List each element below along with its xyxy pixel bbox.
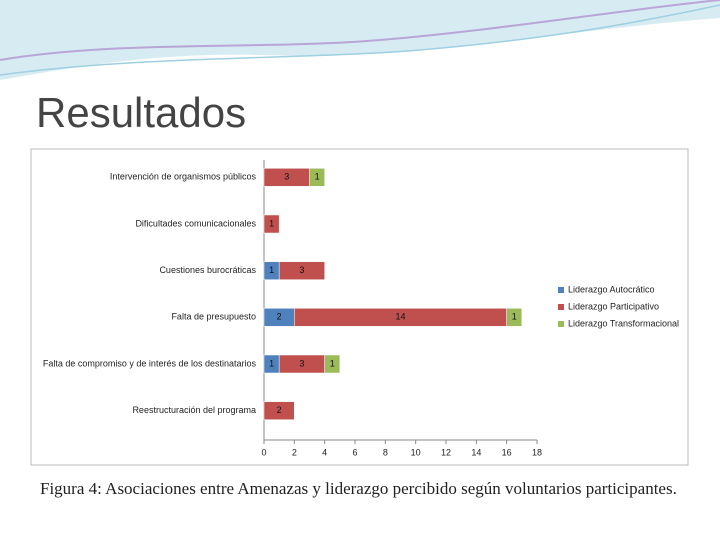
x-tick-label: 18 bbox=[532, 447, 542, 457]
category-label: Dificultades comunicacionales bbox=[135, 218, 256, 228]
data-label: 1 bbox=[269, 218, 274, 228]
bar-segment bbox=[278, 261, 325, 280]
bar-segment bbox=[309, 168, 325, 187]
data-label: 1 bbox=[330, 358, 335, 368]
header-line bbox=[0, 4, 720, 76]
data-label: 2 bbox=[277, 312, 282, 322]
bar-segment bbox=[263, 401, 295, 420]
x-tick-label: 6 bbox=[352, 447, 357, 457]
header-wave bbox=[0, 0, 720, 80]
data-label: 2 bbox=[277, 405, 282, 415]
data-label: 3 bbox=[284, 172, 289, 182]
x-tick-label: 0 bbox=[261, 447, 266, 457]
chart-frame bbox=[30, 148, 689, 466]
legend-label: Liderazgo Autocrático bbox=[568, 284, 655, 294]
x-tick-label: 2 bbox=[292, 447, 297, 457]
category-label: Cuestiones burocráticas bbox=[159, 265, 256, 275]
legend-label: Liderazgo Transformacional bbox=[568, 318, 679, 328]
legend-swatch bbox=[558, 287, 564, 293]
bar-segment bbox=[506, 308, 523, 327]
data-label: 3 bbox=[299, 265, 304, 275]
legend-swatch bbox=[558, 321, 564, 327]
data-label: 1 bbox=[269, 265, 274, 275]
data-label: 1 bbox=[512, 312, 517, 322]
data-label: 1 bbox=[269, 358, 274, 368]
legend-label: Liderazgo Participativo bbox=[568, 301, 659, 311]
x-tick-label: 12 bbox=[441, 447, 451, 457]
data-label: 1 bbox=[315, 172, 320, 182]
x-tick-label: 16 bbox=[502, 447, 512, 457]
caption: Figura 4: Asociaciones entre Amenazas y … bbox=[40, 479, 677, 498]
slide-title: Resultados bbox=[36, 89, 246, 136]
category-label: Reestructuración del programa bbox=[132, 405, 256, 415]
category-label: Falta de presupuesto bbox=[171, 312, 256, 322]
legend-swatch bbox=[558, 304, 564, 310]
header-line bbox=[0, 0, 720, 61]
x-tick-label: 4 bbox=[322, 447, 327, 457]
x-tick-label: 8 bbox=[383, 447, 388, 457]
bar-segment bbox=[263, 214, 280, 234]
x-tick-label: 14 bbox=[471, 447, 481, 457]
bar-segment bbox=[324, 354, 341, 374]
category-label: Falta de compromiso y de interés de los … bbox=[43, 358, 257, 368]
x-tick-label: 10 bbox=[411, 447, 421, 457]
category-label: Intervención de organismos públicos bbox=[110, 172, 257, 182]
data-label: 14 bbox=[395, 312, 405, 322]
data-label: 3 bbox=[299, 358, 304, 368]
